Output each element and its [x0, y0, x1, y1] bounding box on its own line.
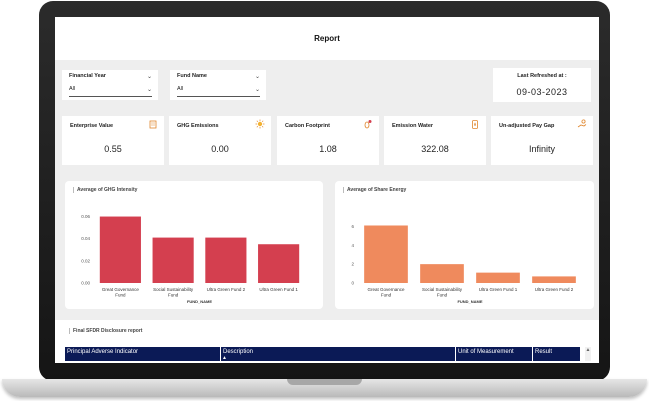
footprint-icon — [364, 120, 372, 129]
kpi-label: Carbon Footprint — [285, 123, 330, 129]
y-tick-label: 0 — [351, 281, 354, 286]
x-tick-label: Fund — [115, 293, 126, 298]
column-divider — [455, 347, 456, 361]
kpi-value: 322.08 — [421, 144, 449, 154]
chevron-down-icon[interactable]: ⌄ — [146, 74, 152, 80]
x-tick-label: Fund — [437, 293, 448, 298]
y-tick-label: 0.04 — [81, 236, 90, 241]
x-axis-label: FUND_NAME — [457, 299, 482, 304]
x-tick-label: Great Governance — [367, 287, 405, 292]
kpi-label: Enterprise Value — [70, 123, 114, 129]
filter-value: All — [177, 86, 184, 92]
hand-coin-icon — [577, 119, 587, 128]
building-icon — [149, 120, 157, 129]
filter-underline — [69, 96, 152, 97]
ghg-intensity-chart-card: Average of GHG Intensity 0.00 0.02 0.04 0.0… — [65, 181, 323, 309]
column-divider — [220, 347, 221, 361]
x-tick-label: Ultra Green Fund 1 — [479, 287, 518, 292]
bar[interactable] — [205, 237, 247, 283]
refresh-label: Last Refreshed at : — [517, 73, 567, 79]
x-tick-label: Fund — [381, 293, 392, 298]
x-tick-label: Great Governance — [102, 287, 140, 292]
last-refreshed-card: Last Refreshed at : 09-03-2023 — [493, 68, 591, 102]
column-principal-adverse-indicator[interactable]: Principal Adverse Indicator — [67, 349, 139, 355]
kpi-card-emission-water: Emission Water 322.08 — [384, 116, 486, 165]
kpi-card-pay-gap: Un-adjusted Pay Gap Infinity — [491, 116, 593, 165]
bar[interactable] — [420, 264, 464, 283]
x-tick-label: Social Sustainability — [153, 287, 194, 292]
kpi-label: GHG Emissions — [177, 123, 219, 129]
share-energy-chart-card: Average of Share Energy 0 2 4 6 Great Govern… — [335, 181, 594, 309]
scroll-up-icon[interactable]: ▲ — [585, 347, 591, 353]
kpi-value: Infinity — [528, 144, 555, 154]
column-divider — [532, 347, 533, 361]
kpi-value: 1.08 — [319, 144, 337, 154]
sun-icon — [255, 119, 265, 129]
kpi-value: 0.00 — [211, 144, 229, 154]
x-tick-label: Fund — [168, 293, 179, 298]
bar[interactable] — [532, 276, 576, 283]
sort-up-icon[interactable]: ▲ — [222, 355, 227, 361]
x-tick-label: Ultra Green Fund 1 — [259, 287, 298, 292]
table-header: Principal Adverse Indicator Description … — [65, 347, 580, 361]
y-tick-label: 6 — [351, 224, 354, 229]
kpi-value: 0.55 — [104, 144, 122, 154]
y-tick-label: 0.00 — [81, 281, 90, 286]
laptop-notch — [287, 379, 362, 385]
bar[interactable] — [476, 272, 520, 283]
sfdr-report-section: Final SFDR Disclosure report Principal A… — [55, 320, 599, 363]
chevron-down-icon[interactable]: ⌄ — [254, 87, 260, 93]
x-tick-label: Ultra Green Fund 2 — [207, 287, 246, 292]
bar[interactable] — [258, 244, 300, 283]
y-tick-label: 4 — [351, 243, 354, 248]
x-axis-label: FUND_NAME — [187, 299, 212, 304]
fund-name-filter[interactable]: Fund Name ⌄ All ⌄ — [170, 70, 266, 100]
column-description[interactable]: Description — [223, 349, 254, 355]
table-scrollbar[interactable]: ▲ — [585, 347, 591, 361]
laptop-base — [2, 379, 647, 397]
chart-title: Average of GHG Intensity — [73, 187, 137, 193]
refresh-date: 09-03-2023 — [516, 87, 568, 97]
chart-title: Average of Share Energy — [343, 187, 406, 193]
financial-year-filter[interactable]: Financial Year ⌄ All ⌄ — [62, 70, 158, 100]
report-screen: Report Financial Year ⌄ All ⌄ Fund Name … — [55, 17, 599, 363]
y-tick-label: 2 — [351, 262, 354, 267]
kpi-label: Un-adjusted Pay Gap — [499, 123, 555, 129]
x-tick-label: Social Sustainability — [422, 287, 463, 292]
chevron-down-icon[interactable]: ⌄ — [254, 74, 260, 80]
report-header: Report — [55, 17, 599, 60]
bar[interactable] — [152, 237, 194, 283]
filter-label: Financial Year — [69, 73, 106, 79]
kpi-card-carbon-footprint: Carbon Footprint 1.08 — [277, 116, 379, 165]
kpi-card-ghg-emissions: GHG Emissions 0.00 — [169, 116, 271, 165]
kpi-label: Emission Water — [392, 123, 434, 129]
chevron-down-icon[interactable]: ⌄ — [146, 87, 152, 93]
kpi-card-enterprise-value: Enterprise Value 0.55 — [62, 116, 164, 165]
water-icon — [472, 120, 478, 129]
column-unit-of-measurement[interactable]: Unit of Measurement — [458, 349, 514, 355]
filter-value: All — [69, 86, 76, 92]
y-tick-label: 0.02 — [81, 258, 90, 263]
column-result[interactable]: Result — [535, 349, 553, 355]
bar[interactable] — [99, 216, 141, 283]
x-tick-label: Ultra Green Fund 2 — [535, 287, 574, 292]
filter-label: Fund Name — [177, 73, 207, 79]
filter-underline — [177, 96, 260, 97]
y-tick-label: 0.06 — [81, 214, 90, 219]
section-title: Final SFDR Disclosure report — [69, 328, 142, 334]
bar[interactable] — [364, 225, 408, 283]
page-title: Report — [314, 34, 340, 43]
